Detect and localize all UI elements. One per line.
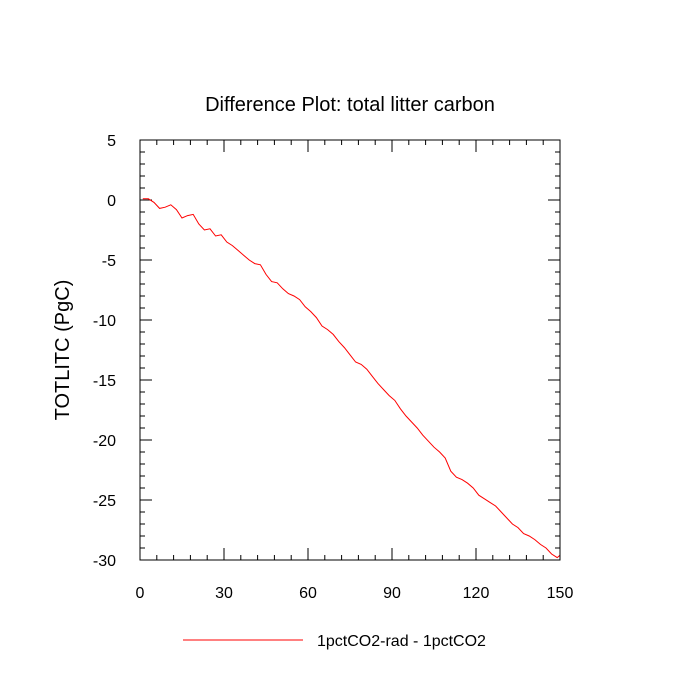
x-tick-label: 0 (136, 585, 145, 602)
minor-tick-marks (140, 140, 560, 560)
legend-entry-label: 1pctCO2-rad - 1pctCO2 (317, 633, 486, 650)
y-tick-label: -30 (93, 553, 116, 570)
y-tick-label: -5 (102, 253, 116, 270)
x-tick-label: 120 (463, 585, 490, 602)
y-tick-label: -10 (93, 313, 116, 330)
series-layer (142, 198, 561, 559)
y-tick-label: -20 (93, 433, 116, 450)
y-tick-label: -25 (93, 493, 116, 510)
legend: 1pctCO2-rad - 1pctCO2 (183, 633, 486, 650)
series-line (142, 198, 561, 559)
major-tick-marks (139, 139, 561, 561)
x-tick-label: 90 (383, 585, 401, 602)
y-tick-label: 5 (107, 133, 116, 150)
x-tick-label: 60 (299, 585, 317, 602)
x-tick-label: 150 (547, 585, 574, 602)
y-tick-labels: 5 0 -5 -10 -15 -20 -25 -30 (93, 133, 116, 570)
plot-frame (139, 139, 561, 561)
x-tick-labels: 0 30 60 90 120 150 (136, 585, 574, 602)
y-tick-label: 0 (107, 193, 116, 210)
y-tick-label: -15 (93, 373, 116, 390)
x-tick-label: 30 (215, 585, 233, 602)
chart-title: Difference Plot: total litter carbon (205, 94, 495, 116)
y-axis-label: TOTLITC (PgC) (52, 280, 74, 421)
